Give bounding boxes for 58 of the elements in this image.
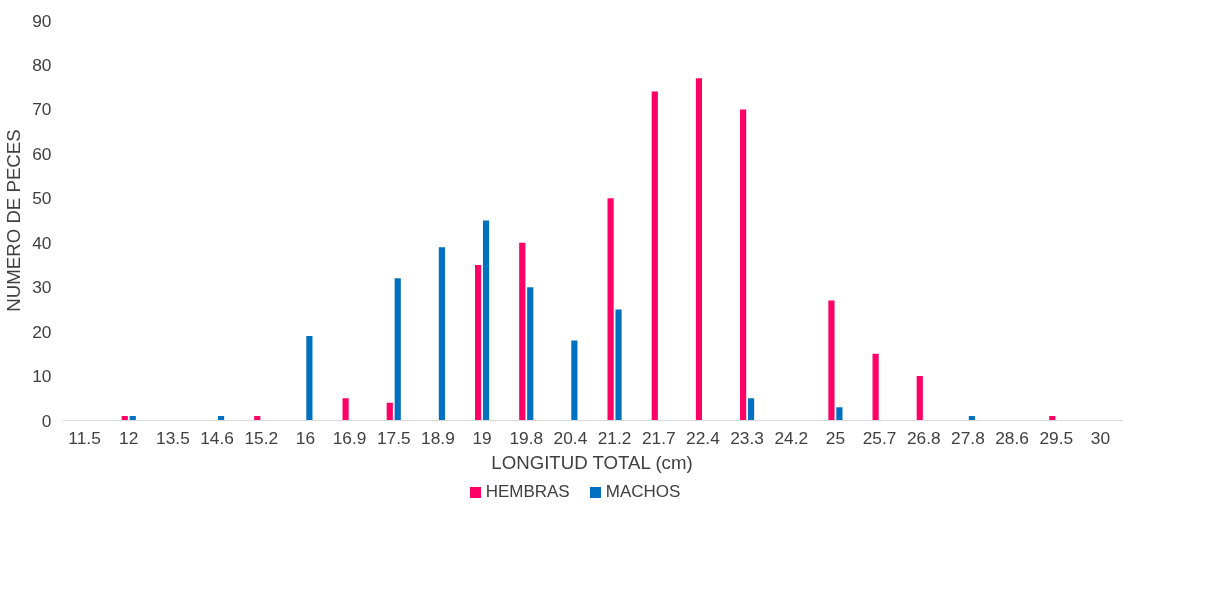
y-tick-label: 20 [32, 321, 52, 342]
bar [740, 109, 747, 421]
x-tick-label: 19.8 [509, 427, 544, 448]
bar [695, 78, 703, 421]
x-tick-label: 22.4 [686, 427, 721, 448]
x-tick-label: 28.6 [995, 427, 1029, 448]
bar [482, 220, 490, 421]
x-tick-label: 11.5 [68, 427, 101, 448]
bar [872, 353, 879, 421]
x-tick-label: 16.9 [332, 427, 367, 448]
x-tick-label: 13.5 [156, 427, 190, 448]
y-tick-label: 30 [32, 277, 52, 298]
bar [836, 407, 843, 421]
y-tick-label: 60 [32, 143, 52, 164]
legend-label: MACHOS [605, 481, 681, 503]
bar [571, 340, 578, 421]
x-tick-label: 18.9 [421, 427, 455, 448]
y-tick-label: 50 [32, 188, 52, 209]
bar [747, 398, 755, 421]
y-tick-label: 0 [41, 410, 52, 431]
bar [519, 242, 526, 421]
x-tick-label: 25 [825, 427, 846, 448]
bar [527, 287, 534, 421]
x-tick-label: 27.8 [951, 427, 985, 448]
x-tick-label: 21.2 [597, 427, 632, 448]
bar [438, 247, 445, 421]
bar [342, 398, 349, 421]
bar [651, 91, 658, 421]
x-axis-title: LONGITUD TOTAL (cm) [491, 451, 693, 473]
y-tick-label: 70 [32, 99, 52, 120]
x-tick-label: 17.5 [376, 427, 411, 448]
x-tick-label: 15.2 [244, 427, 279, 448]
x-tick-label: 20.4 [553, 427, 588, 448]
x-tick-label: 23.3 [730, 427, 764, 448]
y-axis-title: NUMERO DE PECES [3, 129, 25, 312]
x-tick-label: 19 [472, 427, 492, 448]
bar [607, 198, 614, 421]
bar [306, 336, 313, 421]
bar [394, 278, 401, 421]
legend-label: HEMBRAS [485, 481, 570, 503]
x-tick-label: 14.6 [200, 427, 234, 448]
x-tick-label: 24.2 [774, 427, 809, 448]
y-tick-label: 90 [32, 10, 52, 31]
x-tick-label: 26.8 [906, 427, 941, 448]
x-tick-label: 16 [295, 427, 316, 448]
bar [828, 300, 835, 421]
bar [475, 264, 482, 421]
y-tick-label: 80 [32, 54, 52, 75]
y-tick-label: 40 [32, 232, 52, 253]
x-tick-label: 12 [119, 427, 139, 448]
y-tick-label: 10 [32, 366, 52, 387]
bar [916, 376, 923, 421]
x-tick-label: 25.7 [862, 427, 897, 448]
x-tick-label: 21.7 [641, 427, 676, 448]
bar [615, 309, 622, 421]
bar [386, 402, 393, 421]
x-tick-label: 30 [1090, 427, 1111, 448]
x-tick-label: 29.5 [1039, 427, 1074, 448]
